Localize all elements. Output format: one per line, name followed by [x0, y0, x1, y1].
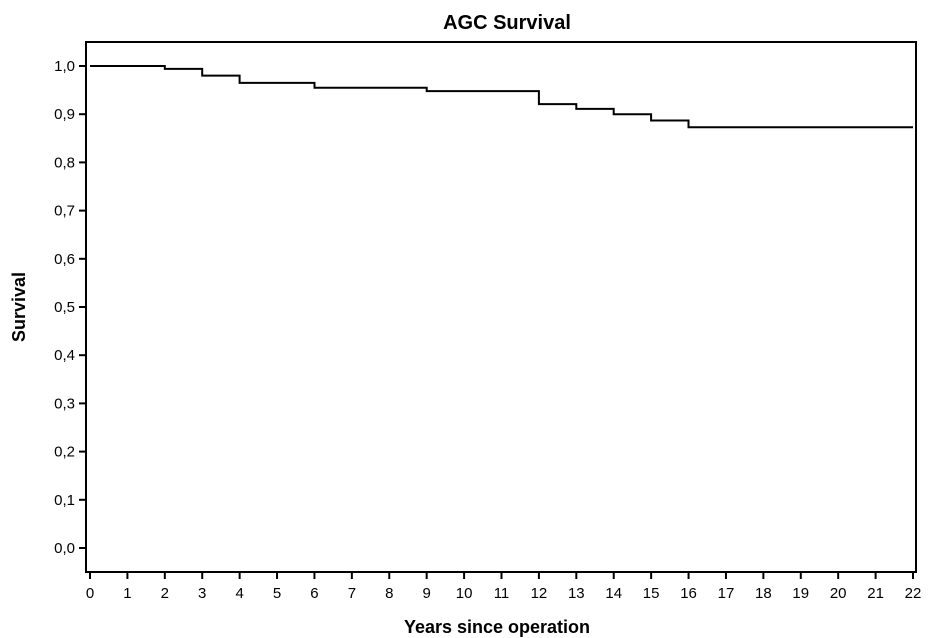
x-axis-ticks: 0 1 2 3 4 5 6 7 8 9 10 11 12 13 14 15 16 17 18 19 20 21 22: [86, 572, 922, 602]
y-tick-label: 0,6: [54, 251, 75, 268]
x-tick-label: 20: [830, 585, 847, 602]
x-tick-label: 9: [423, 585, 431, 602]
x-tick-label: 1: [123, 585, 131, 602]
x-tick-label: 13: [568, 585, 585, 602]
y-tick-label: 0,5: [54, 299, 75, 316]
x-axis-label: Years since operation: [404, 617, 590, 637]
y-axis-ticks: 0,0 0,1 0,2 0,3 0,4 0,5 0,6 0,7 0,8 0,9 1,0: [54, 58, 86, 557]
survival-curve: [90, 65, 913, 129]
x-tick-label: 12: [531, 585, 548, 602]
x-tick-label: 17: [718, 585, 735, 602]
x-tick-label: 10: [456, 585, 473, 602]
plot-frame: [85, 41, 917, 573]
y-tick-label: 0,7: [54, 203, 75, 220]
chart-title: AGC Survival: [443, 12, 571, 34]
x-tick-label: 3: [198, 585, 206, 602]
y-tick-label: 0,0: [54, 540, 75, 557]
y-axis-label: Survival: [9, 272, 29, 342]
x-tick-label: 6: [310, 585, 318, 602]
y-tick-label: 0,3: [54, 395, 75, 412]
y-tick-label: 1,0: [54, 58, 75, 75]
y-tick-label: 0,1: [54, 492, 75, 509]
y-tick-label: 0,8: [54, 154, 75, 171]
y-tick-label: 0,2: [54, 444, 75, 461]
x-tick-label: 5: [273, 585, 281, 602]
x-tick-label: 8: [385, 585, 393, 602]
x-tick-label: 18: [755, 585, 772, 602]
y-tick-label: 0,9: [54, 106, 75, 123]
x-tick-label: 2: [161, 585, 169, 602]
x-tick-label: 0: [86, 585, 94, 602]
x-tick-label: 11: [494, 585, 510, 602]
x-tick-label: 15: [643, 585, 660, 602]
x-tick-label: 7: [348, 585, 356, 602]
x-tick-label: 22: [905, 585, 922, 602]
x-tick-label: 19: [792, 585, 809, 602]
x-tick-label: 4: [235, 585, 243, 602]
x-tick-label: 14: [605, 585, 622, 602]
x-tick-label: 16: [680, 585, 697, 602]
x-tick-label: 21: [867, 585, 884, 602]
y-tick-label: 0,4: [54, 347, 75, 364]
